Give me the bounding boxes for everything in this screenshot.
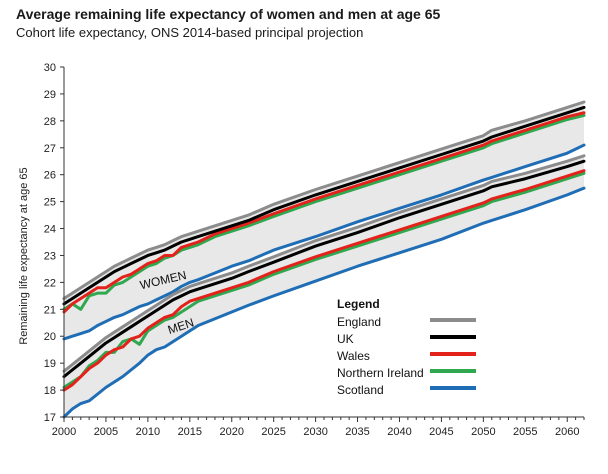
legend-title: Legend [337, 297, 380, 311]
legend: Legend England UK Wales Northern Ireland Sco… [337, 297, 476, 397]
x-tick-label: 2000 [52, 426, 76, 438]
x-tick-label: 2005 [94, 426, 118, 438]
chart-subtitle: Cohort life expectancy, ONS 2014-based p… [16, 25, 364, 40]
y-tick-label: 24 [44, 224, 56, 236]
series-line-women-northern-ireland [62, 113, 586, 311]
y-tick-label: 19 [44, 358, 56, 370]
y-tick-label: 21 [44, 304, 56, 316]
chart-title: Average remaining life expectancy of wom… [16, 6, 441, 22]
y-tick-label: 29 [44, 89, 56, 101]
y-tick-label: 18 [44, 385, 56, 397]
x-tick-label: 2025 [261, 426, 285, 438]
series-line-women-england [62, 100, 586, 301]
y-tick-label: 22 [44, 277, 56, 289]
y-tick-label: 25 [44, 197, 56, 209]
series-line-men-england [62, 154, 586, 373]
series-line-men-scotland [62, 186, 586, 419]
x-tick-label: 2050 [471, 426, 495, 438]
series-line-women-uk [62, 105, 586, 306]
y-tick-label: 30 [44, 62, 56, 74]
x-tick-label: 2015 [178, 426, 202, 438]
series-line-women-wales [62, 111, 586, 314]
legend-label-wales: Wales [337, 349, 370, 363]
series-layer [62, 100, 586, 419]
legend-label-scotland: Scotland [337, 383, 384, 397]
legend-items: England UK Wales Northern Ireland Scotland [337, 315, 476, 397]
y-axis-label: Remaining life expectancy at age 65 [18, 167, 30, 344]
y-tick-label: 26 [44, 170, 56, 182]
y-tick-label: 17 [44, 412, 56, 424]
x-tick-label: 2010 [136, 426, 160, 438]
y-tick-label: 23 [44, 250, 56, 262]
legend-label-northern-ireland: Northern Ireland [337, 366, 424, 380]
x-tick-label: 2045 [429, 426, 453, 438]
y-tick-label: 20 [44, 331, 56, 343]
series-line-men-wales [62, 169, 586, 392]
x-tick-label: 2060 [555, 426, 579, 438]
x-tick-label: 2055 [513, 426, 537, 438]
legend-label-uk: UK [337, 332, 354, 346]
legend-label-england: England [337, 315, 381, 329]
x-tick-label: 2040 [387, 426, 411, 438]
series-line-men-northern-ireland [62, 171, 586, 389]
series-line-men-uk [62, 159, 586, 379]
x-tick-label: 2020 [219, 426, 243, 438]
band-men [64, 155, 584, 417]
series-line-women-scotland [62, 143, 586, 341]
x-tick-label: 2035 [345, 426, 369, 438]
x-tick-label: 2030 [303, 426, 327, 438]
y-tick-label: 27 [44, 143, 56, 155]
tick-layer: 17 18 19 20 21 22 23 24 25 26 27 28 29 30 2000 2005 2010… [44, 62, 585, 438]
y-tick-label: 28 [44, 116, 56, 128]
